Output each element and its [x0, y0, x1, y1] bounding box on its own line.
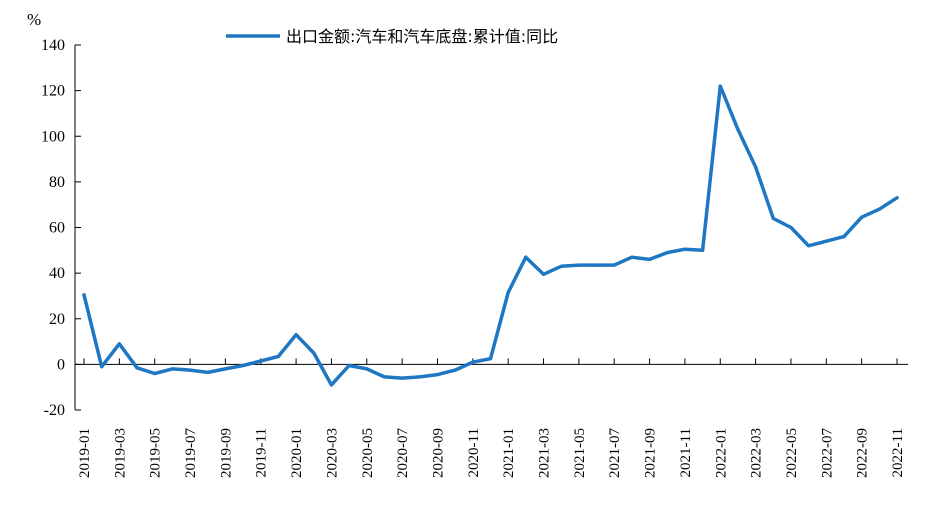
data-point — [701, 248, 705, 252]
data-point — [259, 359, 263, 363]
data-point — [612, 263, 616, 267]
x-tick-label: 2022-09 — [855, 428, 871, 478]
x-tick-label: 2021-01 — [501, 428, 517, 478]
data-point — [170, 367, 174, 371]
x-tick-label: 2019-01 — [77, 428, 93, 478]
data-point — [860, 215, 864, 219]
data-point — [648, 257, 652, 261]
data-point — [577, 263, 581, 267]
x-tick-label: 2021-03 — [537, 428, 553, 478]
data-point — [153, 371, 157, 376]
y-tick-label: 80 — [49, 174, 65, 191]
data-point — [594, 263, 599, 267]
data-point — [347, 363, 351, 368]
x-tick-label: 2021-07 — [607, 428, 623, 478]
data-point — [524, 255, 528, 259]
x-tick-label: 2022-03 — [749, 428, 765, 478]
data-point — [294, 333, 298, 337]
data-point — [807, 244, 811, 248]
series-line — [82, 84, 899, 387]
data-point — [506, 290, 510, 295]
data-point — [824, 239, 828, 243]
y-axis: -20 0 20 40 60 80 100 120 140 — [41, 37, 81, 419]
x-tick-label: 2019-03 — [112, 428, 128, 478]
x-tick-label: 2022-01 — [713, 428, 729, 478]
x-tick-label: 2020-03 — [324, 428, 340, 478]
data-point — [630, 255, 634, 259]
data-point — [471, 360, 475, 364]
y-tick-label: 60 — [49, 220, 65, 237]
x-tick-label: 2019-05 — [148, 428, 164, 478]
x-tick-label: 2021-11 — [678, 428, 694, 477]
data-point — [488, 357, 493, 361]
data-point — [223, 367, 227, 371]
data-point — [771, 216, 775, 220]
data-point — [789, 225, 793, 230]
data-point — [82, 293, 86, 297]
x-tick-label: 2019-11 — [254, 428, 270, 477]
data-point — [312, 351, 316, 355]
x-axis: 2019-01 2019-03 2019-05 2019-07 2019-09 2019-… — [75, 358, 908, 478]
data-point — [665, 251, 669, 255]
data-point — [877, 207, 881, 211]
y-tick-label: 20 — [49, 311, 65, 328]
y-axis-unit-label: % — [27, 10, 41, 29]
series-layer — [82, 84, 899, 387]
data-point — [754, 165, 758, 169]
x-tick-label: 2022-07 — [819, 428, 835, 478]
data-point — [559, 264, 563, 268]
x-tick-label: 2022-11 — [890, 428, 906, 477]
data-point — [435, 373, 440, 377]
data-point — [382, 375, 387, 379]
data-point — [188, 368, 192, 372]
data-point — [241, 363, 245, 368]
data-point — [206, 370, 210, 374]
x-tick-label: 2019-07 — [183, 428, 199, 478]
data-point — [100, 365, 104, 369]
data-point — [683, 247, 687, 251]
x-tick-label: 2021-05 — [572, 428, 588, 478]
data-point — [895, 196, 899, 200]
y-tick-label: 100 — [41, 128, 65, 145]
data-point — [400, 376, 404, 380]
data-point — [365, 367, 369, 371]
data-point — [276, 354, 280, 358]
x-tick-label: 2020-07 — [395, 428, 411, 478]
data-point — [117, 342, 121, 346]
data-point — [329, 383, 333, 387]
data-point — [736, 127, 740, 131]
y-tick-label: 0 — [57, 356, 65, 373]
data-point — [453, 368, 457, 372]
x-tick-label: 2020-01 — [289, 428, 305, 478]
data-point — [842, 235, 846, 239]
x-tick-label: 2020-11 — [466, 428, 482, 477]
data-point — [418, 375, 422, 379]
y-tick-label: -20 — [44, 402, 65, 419]
data-point — [135, 366, 139, 370]
y-tick-label: 120 — [41, 83, 65, 100]
x-tick-label: 2020-05 — [360, 428, 376, 478]
x-tick-label: 2022-05 — [784, 428, 800, 478]
y-tick-label: 40 — [49, 265, 65, 282]
data-point — [541, 272, 546, 276]
x-tick-label: 2019-09 — [218, 428, 234, 478]
x-tick-label: 2020-09 — [430, 428, 446, 478]
legend-label: 出口金额:汽车和汽车底盘:累计值:同比 — [286, 27, 558, 46]
x-tick-label: 2021-09 — [643, 428, 659, 478]
y-tick-label: 140 — [41, 37, 65, 54]
legend: 出口金额:汽车和汽车底盘:累计值:同比 — [226, 27, 558, 46]
data-point — [718, 84, 722, 88]
